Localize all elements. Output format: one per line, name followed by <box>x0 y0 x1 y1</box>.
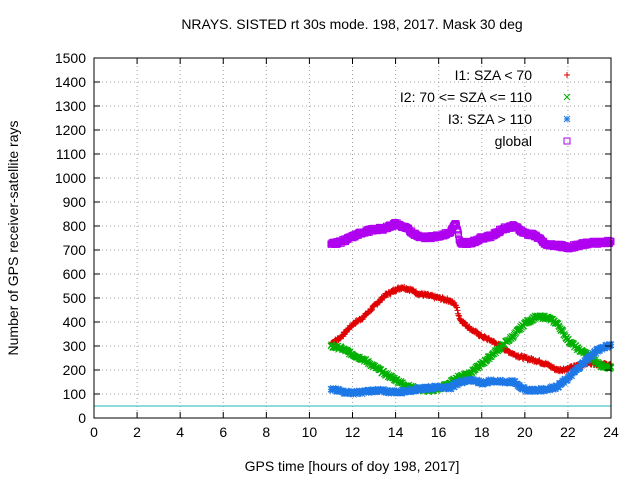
y-tick-label: 1400 <box>55 74 86 90</box>
x-tick-label: 2 <box>133 424 141 440</box>
y-tick-label: 0 <box>78 410 86 426</box>
interpolated-point <box>454 307 461 314</box>
interpolated-point <box>454 226 462 234</box>
interpolated-point <box>473 328 480 335</box>
interpolated-point <box>456 313 463 320</box>
interpolated-point <box>538 387 545 395</box>
y-tick-label: 100 <box>63 386 87 402</box>
x-axis-label: GPS time [hours of doy 198, 2017] <box>245 458 460 474</box>
y-tick-label: 1300 <box>55 98 86 114</box>
y-tick-label: 300 <box>63 338 87 354</box>
x-tick-label: 14 <box>388 424 404 440</box>
legend-marker <box>563 93 571 101</box>
y-tick-label: 200 <box>63 362 87 378</box>
legend-label: global <box>495 133 532 149</box>
legend-label: I3: SZA > 110 <box>448 111 532 127</box>
interpolated-point <box>583 357 591 364</box>
interpolated-point <box>564 376 571 384</box>
chart-title: NRAYS. SISTED rt 30s mode. 198, 2017. Ma… <box>181 16 522 32</box>
y-tick-label: 700 <box>63 242 87 258</box>
interpolated-point <box>607 341 614 349</box>
interpolated-point <box>568 372 576 380</box>
x-tick-label: 24 <box>603 424 619 440</box>
interpolated-point <box>452 221 460 229</box>
interpolated-point <box>462 319 469 326</box>
legend-label: I2: 70 <= SZA <= 110 <box>400 89 532 105</box>
interpolated-point <box>342 387 350 395</box>
interpolated-point <box>453 304 460 311</box>
x-tick-label: 16 <box>431 424 447 440</box>
x-tick-label: 18 <box>474 424 490 440</box>
y-tick-label: 1200 <box>55 122 86 138</box>
series-4 <box>327 218 615 253</box>
interpolated-point <box>607 362 614 370</box>
series-group <box>327 218 615 398</box>
y-tick-label: 1000 <box>55 170 86 186</box>
series-1 <box>327 283 614 375</box>
interpolated-point <box>606 237 614 245</box>
y-tick-label: 1100 <box>56 146 86 162</box>
interpolated-point <box>368 307 375 314</box>
y-tick-label: 800 <box>63 218 87 234</box>
interpolated-point <box>387 291 394 298</box>
x-tick-label: 6 <box>219 424 227 440</box>
y-axis-label: Number of GPS receiver-satellite rays <box>5 121 21 356</box>
x-tick-label: 20 <box>517 424 533 440</box>
legend-marker <box>563 137 571 145</box>
y-tick-label: 900 <box>63 194 87 210</box>
x-tick-label: 10 <box>302 424 318 440</box>
interpolated-point <box>457 377 465 384</box>
legend-marker <box>564 72 570 78</box>
x-tick-label: 22 <box>560 424 576 440</box>
interpolated-point <box>509 334 517 342</box>
x-tick-label: 12 <box>345 424 361 440</box>
interpolated-point <box>406 386 413 394</box>
legend-marker <box>563 115 571 123</box>
x-tick-label: 0 <box>90 424 98 440</box>
axis-ticks: 0 2 4 6 8 10 12 14 16 18 20 22 240100200300400500600… <box>55 50 619 440</box>
x-tick-label: 8 <box>262 424 270 440</box>
interpolated-point <box>455 312 462 319</box>
interpolated-point <box>413 288 420 295</box>
interpolated-point <box>606 238 614 246</box>
y-tick-label: 600 <box>63 266 87 282</box>
interpolated-point <box>447 385 455 393</box>
y-tick-label: 500 <box>63 290 87 306</box>
interpolated-point <box>520 384 528 392</box>
legend: I1: SZA < 70 I2: 70 <= SZA <= 110 I3: SZA … <box>400 67 571 149</box>
x-tick-label: 4 <box>176 424 184 440</box>
y-tick-label: 400 <box>63 314 87 330</box>
interpolated-point <box>601 344 609 352</box>
legend-label: I1: SZA < 70 <box>455 67 533 83</box>
y-tick-label: 1500 <box>55 50 86 66</box>
